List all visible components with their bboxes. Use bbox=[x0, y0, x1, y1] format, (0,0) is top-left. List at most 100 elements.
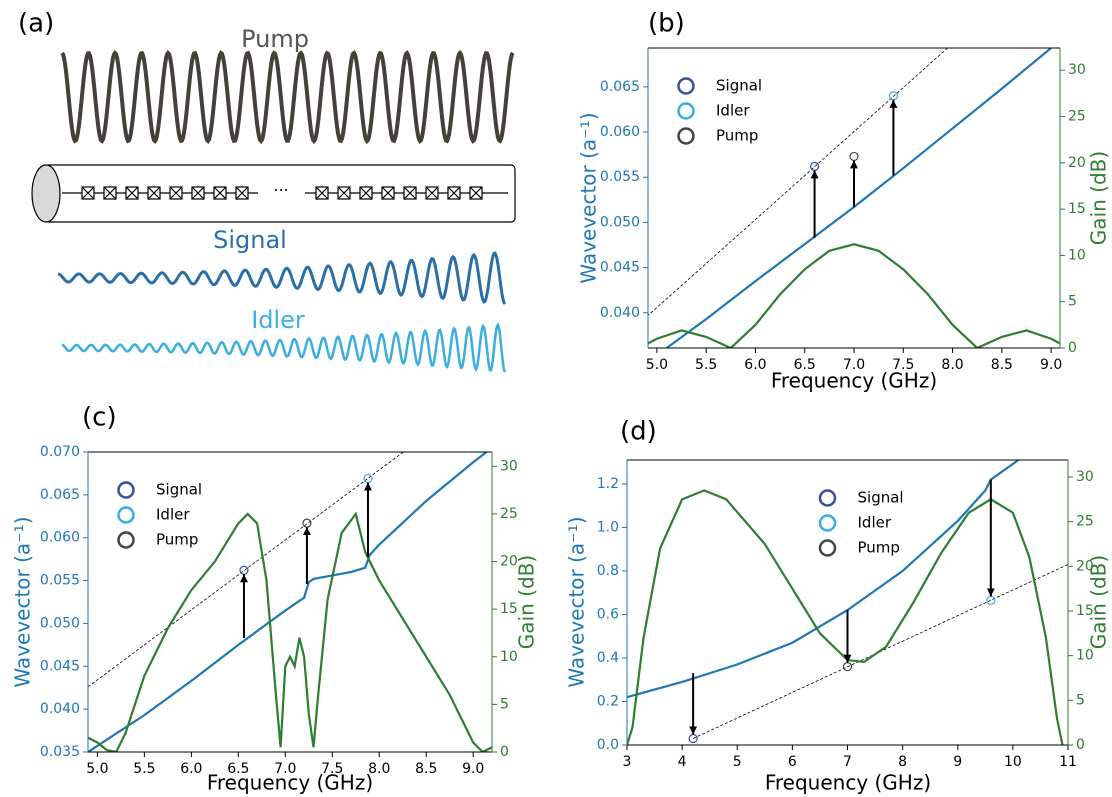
x-tick-label: 6.5 bbox=[794, 357, 816, 373]
panel-a: (a) Pump Signal Idler ··· bbox=[18, 9, 516, 373]
legend-label: Signal bbox=[716, 77, 762, 95]
y-axis-label: Wavevector (a⁻¹) bbox=[565, 516, 589, 687]
x-tick-label: 11 bbox=[1059, 754, 1077, 770]
x-tick-label: 9.0 bbox=[1040, 357, 1062, 373]
x-tick-label: 7 bbox=[843, 754, 852, 770]
y2-tick-label: 0 bbox=[1076, 737, 1085, 753]
legend-marker bbox=[117, 506, 135, 524]
data-point bbox=[809, 161, 820, 171]
phase-line bbox=[648, 48, 949, 317]
y-tick-label: 0.045 bbox=[600, 260, 640, 276]
legend-marker bbox=[818, 539, 837, 557]
junction-cross bbox=[103, 186, 117, 200]
signal-label: Signal bbox=[213, 226, 287, 254]
x-tick-label: 6.0 bbox=[180, 761, 202, 777]
dispersion-line bbox=[666, 48, 1052, 348]
x-tick-label: 5.5 bbox=[133, 761, 155, 777]
x-tick-label: 7.5 bbox=[892, 357, 914, 373]
legend-marker bbox=[677, 127, 695, 145]
data-point bbox=[849, 151, 859, 162]
data-point bbox=[302, 518, 312, 528]
legend-marker bbox=[818, 514, 837, 532]
junction-cross bbox=[403, 186, 417, 200]
data-point bbox=[363, 473, 373, 484]
y-tick-label: 0.065 bbox=[600, 79, 640, 95]
legend-label: Idler bbox=[156, 506, 190, 524]
junction-cross bbox=[469, 186, 483, 200]
junction-cross bbox=[191, 186, 205, 200]
x-tick-label: 6 bbox=[788, 754, 797, 770]
junctions bbox=[81, 186, 483, 200]
legend-label: Signal bbox=[858, 489, 904, 507]
plot-area bbox=[627, 460, 1068, 745]
legend-marker bbox=[117, 481, 135, 499]
x-tick-label: 8.5 bbox=[415, 761, 437, 777]
y2-tick-label: 20 bbox=[500, 554, 518, 570]
x-tick-label: 4 bbox=[678, 754, 687, 770]
legend-label: Idler bbox=[858, 514, 892, 532]
plot-area bbox=[648, 48, 1060, 348]
x-tick-label: 10 bbox=[1004, 754, 1022, 770]
data-point bbox=[239, 565, 249, 575]
y-tick-label: 0.065 bbox=[40, 487, 80, 503]
chart: (c) 5.0 5.5 6.0 6.5 7.0 7.5 8.0 8.5 9.0 0.035 0.040… bbox=[11, 403, 539, 795]
legend-label: Idler bbox=[716, 102, 750, 120]
x-tick-label: 5.0 bbox=[646, 357, 668, 373]
y-tick-label: 0.055 bbox=[600, 169, 640, 185]
y-tick-label: 0.050 bbox=[40, 615, 80, 631]
y2-axis-label: Gain (dB) bbox=[1087, 151, 1111, 245]
legend-marker bbox=[818, 489, 837, 507]
idler-label: Idler bbox=[251, 306, 305, 334]
ellipsis: ··· bbox=[273, 181, 288, 200]
y2-tick-label: 15 bbox=[500, 601, 518, 617]
x-tick-label: 5.5 bbox=[695, 357, 717, 373]
y-tick-label: 0.0 bbox=[597, 737, 619, 753]
legend-marker bbox=[677, 102, 695, 120]
wave bbox=[57, 251, 507, 305]
junction-cross bbox=[213, 186, 227, 200]
junction-cross bbox=[359, 186, 373, 200]
chart: (d) 3 4 5 6 7 8 9 10 11 0.0 0.2 0.4 0.6 0.8 1.0 1.2 0 5 10 1… bbox=[565, 417, 1111, 795]
y2-axis-label: Gain (dB) bbox=[1087, 555, 1111, 649]
y-tick-label: 0.070 bbox=[40, 444, 80, 460]
y-tick-label: 0.2 bbox=[597, 693, 619, 709]
x-tick-label: 9 bbox=[953, 754, 962, 770]
junction-cross bbox=[447, 186, 461, 200]
y2-tick-label: 15 bbox=[1068, 201, 1086, 217]
data-point bbox=[688, 733, 698, 744]
y2-tick-label: 10 bbox=[1068, 247, 1086, 263]
y2-tick-label: 5 bbox=[1068, 294, 1077, 310]
chart: (b) 5.0 5.5 6.0 6.5 7.0 7.5 8.0 8.5 9.0 0.040 0.045… bbox=[577, 9, 1111, 393]
y2-tick-label: 10 bbox=[1076, 648, 1094, 664]
legend-marker bbox=[677, 77, 695, 95]
x-tick-label: 8.0 bbox=[368, 761, 390, 777]
line-end bbox=[31, 164, 61, 223]
phase-line bbox=[88, 452, 405, 688]
wave bbox=[60, 49, 515, 145]
dispersion-line bbox=[627, 460, 1020, 699]
junction-cross bbox=[81, 186, 95, 200]
wave bbox=[61, 322, 507, 373]
panel-label: (a) bbox=[18, 9, 54, 39]
data-point bbox=[986, 595, 996, 605]
x-tick-label: 8 bbox=[898, 754, 907, 770]
x-tick-label: 8.0 bbox=[941, 357, 963, 373]
legend-label: Signal bbox=[156, 481, 202, 499]
y2-tick-label: 25 bbox=[500, 506, 518, 522]
y-tick-label: 0.050 bbox=[600, 214, 640, 230]
junction-cross bbox=[147, 186, 161, 200]
y-tick-label: 0.060 bbox=[40, 530, 80, 546]
y2-tick-label: 15 bbox=[1076, 603, 1094, 619]
y2-tick-label: 0 bbox=[500, 744, 509, 760]
legend-label: Pump bbox=[858, 539, 900, 557]
y2-tick-label: 30 bbox=[1068, 62, 1086, 78]
legend-label: Pump bbox=[716, 127, 758, 145]
gain-line bbox=[88, 511, 492, 752]
junction-cross bbox=[235, 186, 249, 200]
y-tick-label: 0.055 bbox=[40, 573, 80, 589]
x-axis-label: Frequency (GHz) bbox=[771, 369, 937, 393]
y2-tick-label: 20 bbox=[1068, 155, 1086, 171]
gain-line bbox=[627, 489, 1064, 745]
y-tick-label: 0.060 bbox=[600, 124, 640, 140]
